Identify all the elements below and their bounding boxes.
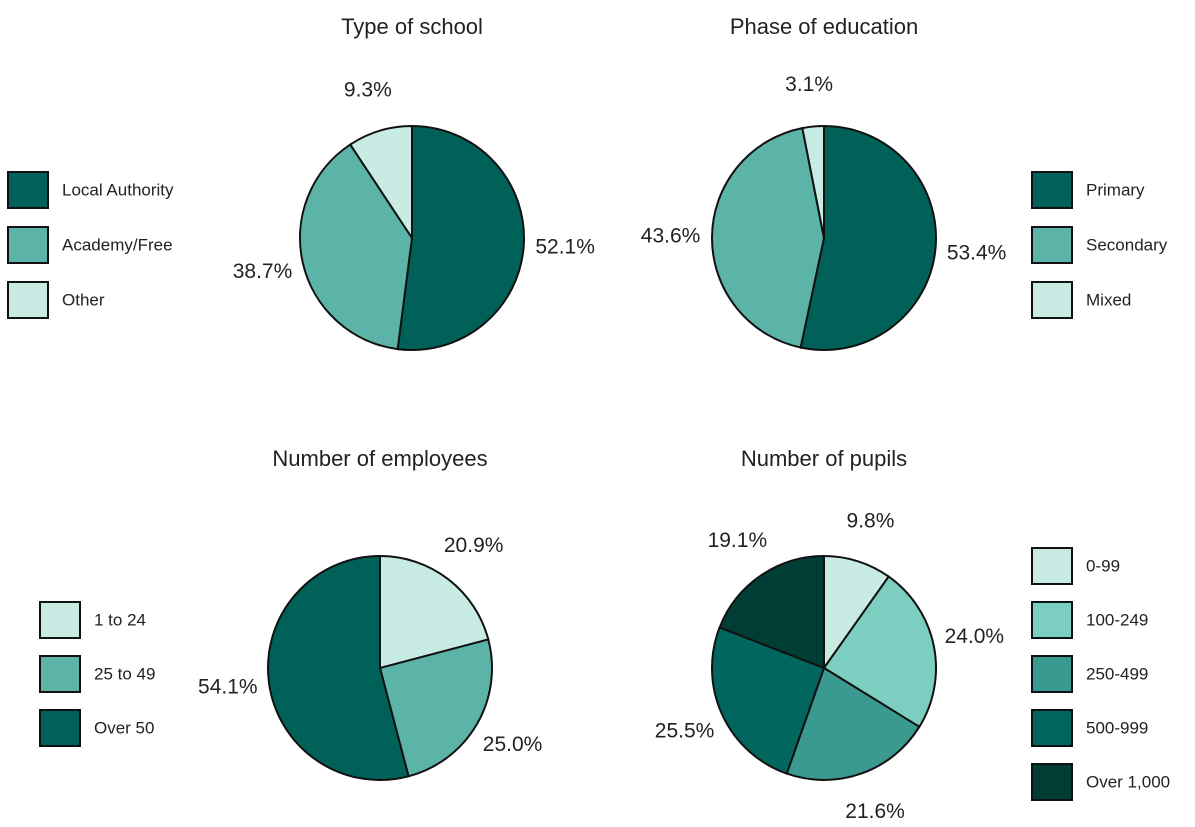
legend-swatch — [39, 709, 81, 747]
data-label: 3.1% — [785, 73, 833, 96]
data-label: 9.3% — [344, 79, 392, 102]
chart-title: Type of school — [341, 14, 483, 39]
legend-swatch — [1031, 709, 1073, 747]
legend-swatch — [7, 281, 49, 319]
data-label: 38.7% — [233, 260, 293, 283]
data-label: 9.8% — [847, 509, 895, 532]
pie-slice — [822, 575, 937, 729]
data-label: 52.1% — [535, 235, 595, 258]
legend-label: 250-499 — [1086, 664, 1148, 683]
chart-title: Number of pupils — [741, 446, 907, 471]
legend-swatch — [1031, 281, 1073, 319]
pie-slice — [801, 124, 825, 239]
pie-slice — [718, 554, 825, 670]
data-label: 53.4% — [947, 242, 1007, 265]
pie-slice — [267, 554, 410, 781]
pie-slice — [711, 126, 826, 349]
data-label: 21.6% — [845, 800, 905, 823]
legend-swatch — [1031, 226, 1073, 264]
legend-label: Secondary — [1086, 235, 1168, 254]
legend-swatch — [1031, 655, 1073, 693]
data-label: 19.1% — [708, 529, 768, 552]
legend-swatch — [1031, 171, 1073, 209]
data-label: 54.1% — [198, 675, 258, 698]
data-label: 25.0% — [483, 733, 543, 756]
chart-title: Number of employees — [272, 446, 487, 471]
legend-swatch — [39, 655, 81, 693]
legend-swatch — [7, 171, 49, 209]
legend-label: Over 1,000 — [1086, 772, 1170, 791]
legend-swatch — [1031, 763, 1073, 801]
legend-swatch — [1031, 601, 1073, 639]
legend-label: 0-99 — [1086, 556, 1120, 575]
legend-swatch — [1031, 547, 1073, 585]
pie-slice — [711, 626, 826, 775]
data-label: 24.0% — [945, 625, 1005, 648]
chart-title: Phase of education — [730, 14, 918, 39]
legend-label: 1 to 24 — [94, 610, 146, 629]
legend-label: Over 50 — [94, 718, 154, 737]
legend-label: Primary — [1086, 180, 1145, 199]
legend-label: Academy/Free — [62, 235, 173, 254]
legend-label: Other — [62, 290, 105, 309]
legend-label: 100-249 — [1086, 610, 1148, 629]
data-label: 43.6% — [641, 224, 701, 247]
legend-swatch — [7, 226, 49, 264]
legend-label: Mixed — [1086, 290, 1131, 309]
legend-label: 25 to 49 — [94, 664, 155, 683]
legend-swatch — [39, 601, 81, 639]
pie-slice — [378, 638, 493, 778]
pie-slice — [379, 554, 490, 670]
legend-label: 500-999 — [1086, 718, 1148, 737]
legend-label: Local Authority — [62, 180, 174, 199]
data-label: 20.9% — [444, 534, 504, 557]
data-label: 25.5% — [655, 720, 715, 743]
pie-slice — [799, 124, 937, 351]
pie-slice — [785, 666, 921, 781]
pie-slice — [396, 124, 525, 351]
pie-slice — [348, 124, 413, 242]
